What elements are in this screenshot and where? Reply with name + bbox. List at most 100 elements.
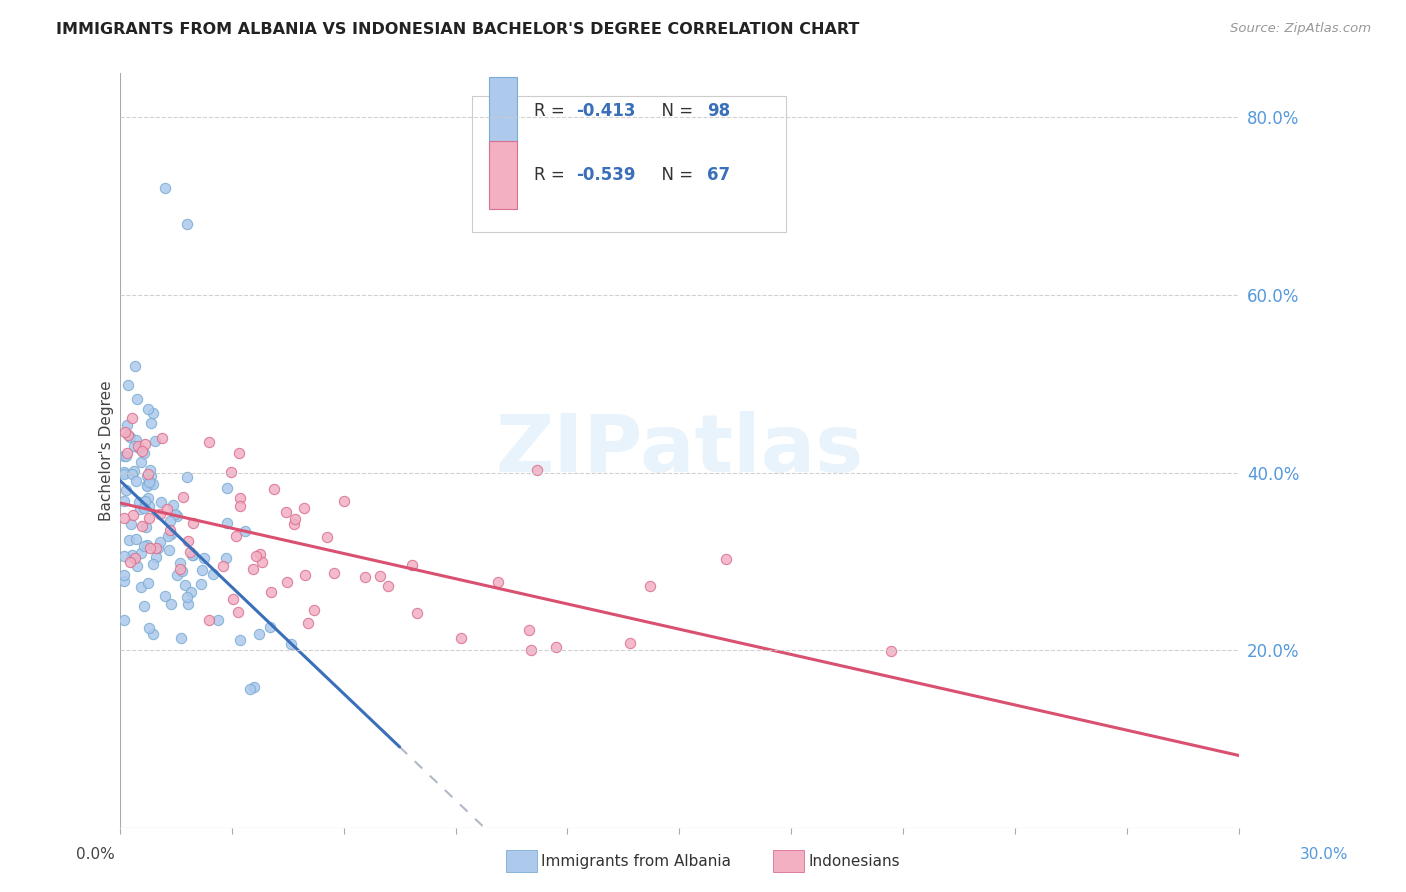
Point xyxy=(131,546,153,560)
Point xyxy=(138,475,160,489)
Point xyxy=(714,551,737,566)
Point xyxy=(115,483,138,497)
Point xyxy=(131,443,153,458)
Point xyxy=(120,517,142,532)
Text: N =: N = xyxy=(651,166,699,184)
Point xyxy=(217,516,239,530)
Point xyxy=(304,603,326,617)
Point xyxy=(276,505,298,519)
Point xyxy=(135,538,157,552)
Text: R =: R = xyxy=(534,166,569,184)
Point xyxy=(136,575,159,590)
Point xyxy=(112,574,135,588)
Point xyxy=(135,468,157,483)
Point xyxy=(544,640,567,655)
Point xyxy=(207,613,229,627)
Point xyxy=(292,500,315,515)
Point xyxy=(155,502,177,516)
Text: 98: 98 xyxy=(707,102,731,120)
Point xyxy=(149,508,172,522)
Point xyxy=(284,512,307,526)
Point xyxy=(127,559,149,574)
Point xyxy=(112,568,135,582)
Point xyxy=(297,616,319,631)
Point xyxy=(135,478,157,492)
Point xyxy=(128,494,150,508)
Text: ZIPatlas: ZIPatlas xyxy=(495,411,863,490)
Text: 67: 67 xyxy=(707,166,731,184)
Point xyxy=(259,584,281,599)
Point xyxy=(202,567,225,582)
Point xyxy=(176,534,198,549)
Point xyxy=(172,490,194,504)
Point xyxy=(233,524,256,538)
Point xyxy=(488,574,510,589)
Point xyxy=(153,181,176,195)
Point xyxy=(242,562,264,576)
Point xyxy=(112,465,135,479)
Point xyxy=(117,378,139,392)
Point xyxy=(124,551,146,566)
Point xyxy=(377,579,399,593)
Point xyxy=(247,627,270,641)
Point xyxy=(259,620,281,634)
Point xyxy=(880,644,903,658)
Point xyxy=(146,541,169,556)
Point xyxy=(333,493,356,508)
Point xyxy=(115,445,138,459)
Point xyxy=(217,481,239,495)
Point xyxy=(145,550,167,565)
Point xyxy=(354,570,377,584)
Point xyxy=(406,606,429,620)
Point xyxy=(450,631,472,645)
Text: N =: N = xyxy=(651,102,699,120)
Point xyxy=(118,555,141,569)
Point xyxy=(263,482,285,496)
Point xyxy=(153,589,176,603)
Point xyxy=(132,446,155,460)
Point xyxy=(138,463,160,477)
Point xyxy=(243,680,266,694)
Point xyxy=(166,508,188,523)
Point xyxy=(143,434,166,448)
Text: Indonesians: Indonesians xyxy=(808,855,900,869)
Point xyxy=(176,590,198,604)
Point xyxy=(370,569,392,583)
Point xyxy=(127,439,149,453)
Point xyxy=(174,578,197,592)
Point xyxy=(170,564,193,578)
Point xyxy=(136,467,159,481)
Point xyxy=(180,585,202,599)
Point xyxy=(212,559,235,574)
Point xyxy=(134,539,156,553)
Point xyxy=(179,545,201,559)
Point xyxy=(619,636,641,650)
Text: -0.539: -0.539 xyxy=(576,166,636,184)
Text: Immigrants from Albania: Immigrants from Albania xyxy=(541,855,731,869)
Point xyxy=(190,576,212,591)
Point xyxy=(226,605,249,619)
Point xyxy=(136,402,159,417)
Point xyxy=(162,498,184,512)
Point xyxy=(135,520,157,534)
Point xyxy=(112,613,135,627)
Point xyxy=(131,519,153,533)
Point xyxy=(519,643,541,657)
Point xyxy=(191,563,214,577)
Point xyxy=(276,575,298,590)
Point xyxy=(125,533,148,547)
Point xyxy=(129,581,152,595)
Point xyxy=(157,543,180,558)
Point xyxy=(517,623,540,637)
Point xyxy=(149,495,172,509)
Point xyxy=(124,551,146,566)
Point xyxy=(145,541,167,556)
Point xyxy=(132,599,155,614)
Point xyxy=(169,631,191,645)
Point xyxy=(112,467,135,482)
Point xyxy=(239,682,262,697)
Point xyxy=(176,469,198,483)
FancyBboxPatch shape xyxy=(489,77,517,145)
Point xyxy=(128,442,150,456)
Point xyxy=(193,551,215,566)
